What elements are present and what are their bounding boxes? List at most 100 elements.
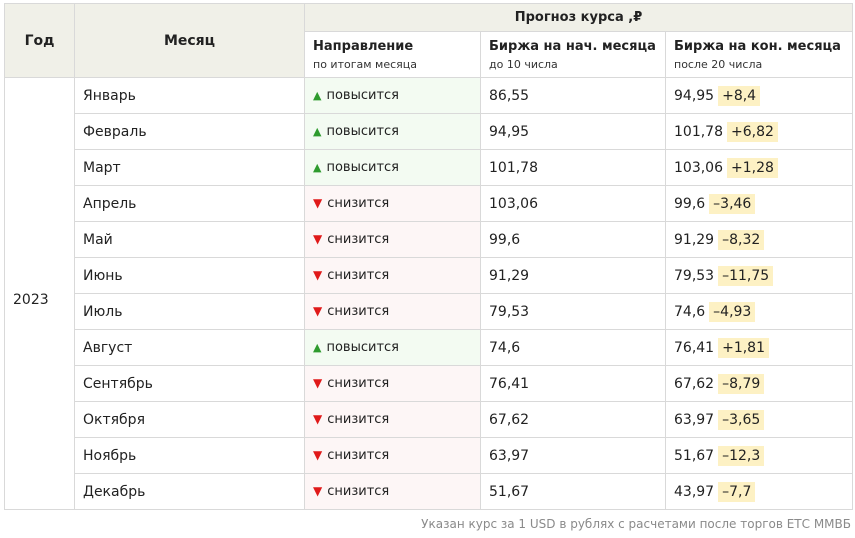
direction-label: повысится — [326, 88, 399, 103]
arrow-down-icon: ▼ — [313, 484, 323, 498]
table-row: Июль ▼ снизится 79,53 74,6 –4,93 — [5, 293, 854, 330]
arrow-down-icon: ▼ — [313, 376, 323, 390]
start-rate-cell: 79,53 — [480, 293, 666, 330]
direction-header-note: по итогам месяца — [313, 57, 417, 71]
direction-header-title: Направление — [313, 38, 414, 54]
end-rate-cell: 67,62 –8,79 — [664, 365, 854, 402]
start-rate-cell: 67,62 — [480, 401, 666, 438]
rate-change-badge: –4,93 — [709, 301, 756, 322]
year-header: Год — [4, 3, 75, 78]
end-rate-value: 43,97 — [674, 483, 715, 500]
direction-label: снизится — [327, 268, 390, 283]
end-rate-value: 79,53 — [674, 267, 715, 284]
direction-cell: ▼ снизится — [304, 293, 481, 330]
arrow-down-icon: ▼ — [313, 304, 323, 318]
rate-change-badge: +6,82 — [727, 121, 778, 142]
direction-label: снизится — [327, 484, 390, 499]
direction-label: снизится — [327, 448, 390, 463]
arrow-up-icon: ▲ — [313, 125, 322, 138]
end-rate-value: 67,62 — [674, 375, 715, 392]
end-rate-value: 51,67 — [674, 447, 715, 464]
table-row: Сентябрь ▼ снизится 76,41 67,62 –8,79 — [5, 365, 854, 402]
table-row: Октября ▼ снизится 67,62 63,97 –3,65 — [5, 401, 854, 438]
year-cell: 2023 — [4, 77, 75, 510]
direction-cell: ▼ снизится — [304, 437, 481, 474]
table-row: 2023 Январь ▲ повысится 86,55 94,95 +8,4 — [4, 77, 854, 510]
month-header: Месяц — [74, 3, 305, 78]
start-rate-cell: 63,97 — [480, 437, 666, 474]
start-rate-cell: 94,95 — [480, 113, 666, 150]
direction-label: снизится — [327, 412, 390, 427]
month-cell: Март — [74, 149, 305, 186]
end-rate-cell: 101,78 +6,82 — [664, 113, 854, 150]
month-cell: Апрель — [74, 185, 305, 222]
footnote: Указан курс за 1 USD в рублях с расчетам… — [421, 517, 851, 531]
end-rate-value: 63,97 — [674, 411, 715, 428]
rate-change-badge: –7,7 — [718, 481, 756, 502]
direction-label: снизится — [327, 232, 390, 247]
month-cell: Февраль — [74, 113, 305, 150]
rate-change-badge: –8,32 — [718, 229, 765, 250]
month-cell: Ноябрь — [74, 437, 305, 474]
end-rate-cell: 94,95 +8,4 — [664, 77, 854, 114]
table-body: 2023 Январь ▲ повысится 86,55 94,95 +8,4 Феврал… — [4, 77, 854, 510]
arrow-down-icon: ▼ — [313, 196, 323, 210]
direction-cell: ▼ снизится — [304, 473, 481, 510]
direction-label: повысится — [326, 124, 399, 139]
rate-change-badge: +1,28 — [727, 157, 778, 178]
table-row: Апрель ▼ снизится 103,06 99,6 –3,46 — [5, 185, 854, 222]
start-rate-cell: 103,06 — [480, 185, 666, 222]
direction-label: повысится — [326, 340, 399, 355]
month-cell: Октября — [74, 401, 305, 438]
arrow-up-icon: ▲ — [313, 161, 322, 174]
arrow-down-icon: ▼ — [313, 268, 323, 282]
direction-cell: ▲ повысится — [304, 149, 481, 186]
end-rate-cell: 76,41 +1,81 — [664, 329, 854, 366]
end-rate-cell: 51,67 –12,3 — [664, 437, 854, 474]
table-row: Июнь ▼ снизится 91,29 79,53 –11,75 — [5, 257, 854, 294]
direction-cell: ▼ снизится — [304, 221, 481, 258]
arrow-up-icon: ▲ — [313, 89, 322, 102]
start-rate-cell: 99,6 — [480, 221, 666, 258]
end-header: Биржа на кон. месяца после 20 числа — [664, 31, 854, 78]
direction-label: снизится — [327, 304, 390, 319]
rate-change-badge: –8,79 — [718, 373, 765, 394]
start-rate-cell: 101,78 — [480, 149, 666, 186]
direction-cell: ▲ повысится — [304, 77, 481, 114]
start-header: Биржа на нач. месяца до 10 числа — [480, 31, 666, 78]
direction-label: снизится — [327, 376, 390, 391]
direction-cell: ▼ снизится — [304, 365, 481, 402]
table-row: Декабрь ▼ снизится 51,67 43,97 –7,7 — [5, 473, 854, 510]
rate-change-badge: –11,75 — [718, 265, 774, 286]
end-rate-cell: 79,53 –11,75 — [664, 257, 854, 294]
month-cell: Сентябрь — [74, 365, 305, 402]
rate-change-badge: –3,46 — [709, 193, 756, 214]
table-row: Март ▲ повысится 101,78 103,06 +1,28 — [5, 149, 854, 186]
month-cell: Декабрь — [74, 473, 305, 510]
end-rate-value: 94,95 — [674, 87, 715, 104]
arrow-down-icon: ▼ — [313, 448, 323, 462]
end-rate-value: 74,6 — [674, 303, 706, 320]
table-row: Май ▼ снизится 99,6 91,29 –8,32 — [5, 221, 854, 258]
start-rate-cell: 74,6 — [480, 329, 666, 366]
month-cell: Июль — [74, 293, 305, 330]
end-rate-cell: 74,6 –4,93 — [664, 293, 854, 330]
end-rate-cell: 91,29 –8,32 — [664, 221, 854, 258]
month-cell: Май — [74, 221, 305, 258]
end-rate-value: 91,29 — [674, 231, 715, 248]
direction-label: снизится — [327, 196, 390, 211]
end-rate-value: 76,41 — [674, 339, 715, 356]
rate-change-badge: –12,3 — [718, 445, 765, 466]
start-rate-cell: 76,41 — [480, 365, 666, 402]
end-rate-value: 103,06 — [674, 159, 723, 176]
table-row: Ноябрь ▼ снизится 63,97 51,67 –12,3 — [5, 437, 854, 474]
table-row: Февраль ▲ повысится 94,95 101,78 +6,82 — [5, 113, 854, 150]
end-rate-cell: 63,97 –3,65 — [664, 401, 854, 438]
arrow-down-icon: ▼ — [313, 412, 323, 426]
direction-cell: ▲ повысится — [304, 329, 481, 366]
end-header-note: после 20 числа — [674, 57, 763, 71]
month-cell: Январь — [74, 77, 305, 114]
arrow-up-icon: ▲ — [313, 341, 322, 354]
end-rate-cell: 43,97 –7,7 — [664, 473, 854, 510]
end-rate-value: 99,6 — [674, 195, 706, 212]
